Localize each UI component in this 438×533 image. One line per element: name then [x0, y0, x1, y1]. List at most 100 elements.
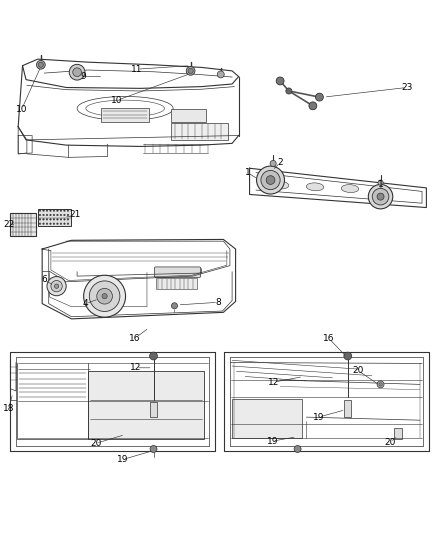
Text: 4: 4 — [83, 299, 88, 308]
Circle shape — [379, 383, 382, 386]
Circle shape — [47, 277, 66, 296]
Circle shape — [57, 223, 58, 224]
FancyBboxPatch shape — [394, 428, 402, 439]
Circle shape — [39, 214, 41, 216]
Circle shape — [49, 214, 51, 216]
Circle shape — [270, 160, 276, 166]
Circle shape — [64, 219, 65, 220]
Circle shape — [67, 219, 69, 220]
Circle shape — [54, 284, 59, 288]
Text: 16: 16 — [129, 334, 141, 343]
Circle shape — [73, 68, 81, 77]
Circle shape — [102, 294, 107, 299]
Circle shape — [171, 303, 177, 309]
Circle shape — [49, 210, 51, 212]
FancyBboxPatch shape — [344, 400, 351, 417]
Ellipse shape — [341, 184, 359, 192]
Circle shape — [84, 275, 126, 317]
Circle shape — [60, 210, 62, 212]
Circle shape — [36, 60, 45, 69]
Circle shape — [42, 210, 44, 212]
FancyBboxPatch shape — [11, 213, 35, 236]
Text: 6: 6 — [42, 275, 47, 284]
Text: 19: 19 — [313, 413, 324, 422]
Circle shape — [257, 166, 285, 194]
FancyBboxPatch shape — [38, 209, 71, 227]
Circle shape — [344, 352, 352, 360]
Circle shape — [368, 184, 393, 209]
Circle shape — [261, 171, 280, 190]
Text: 21: 21 — [69, 211, 81, 220]
Text: 9: 9 — [80, 72, 86, 81]
FancyBboxPatch shape — [101, 108, 149, 122]
Text: 20: 20 — [90, 439, 102, 448]
Circle shape — [67, 223, 69, 224]
Circle shape — [39, 223, 41, 224]
Text: 23: 23 — [401, 83, 413, 92]
Circle shape — [53, 223, 55, 224]
Circle shape — [276, 77, 284, 85]
Text: 1: 1 — [244, 168, 250, 177]
FancyBboxPatch shape — [155, 278, 197, 289]
Circle shape — [46, 219, 48, 220]
Circle shape — [57, 210, 58, 212]
Circle shape — [38, 62, 43, 67]
Circle shape — [377, 381, 384, 388]
Circle shape — [51, 280, 62, 292]
Circle shape — [64, 214, 65, 216]
Circle shape — [39, 210, 41, 212]
Text: 12: 12 — [131, 364, 142, 372]
Circle shape — [64, 210, 65, 212]
Text: 20: 20 — [352, 366, 364, 375]
Circle shape — [150, 352, 157, 360]
Ellipse shape — [306, 183, 324, 191]
Circle shape — [150, 446, 157, 453]
Text: 8: 8 — [215, 298, 221, 307]
Circle shape — [46, 210, 48, 212]
FancyBboxPatch shape — [154, 267, 201, 277]
Text: 10: 10 — [111, 96, 122, 105]
Circle shape — [286, 88, 292, 94]
Ellipse shape — [372, 186, 389, 194]
Text: 22: 22 — [3, 220, 14, 229]
Circle shape — [49, 219, 51, 220]
Circle shape — [42, 223, 44, 224]
Circle shape — [309, 102, 317, 110]
Circle shape — [46, 223, 48, 224]
Circle shape — [53, 214, 55, 216]
Text: 20: 20 — [385, 438, 396, 447]
Circle shape — [39, 219, 41, 220]
Circle shape — [377, 193, 384, 200]
FancyBboxPatch shape — [88, 372, 204, 439]
Circle shape — [266, 176, 275, 184]
Circle shape — [89, 281, 120, 311]
Circle shape — [53, 219, 55, 220]
Text: 1: 1 — [378, 180, 383, 189]
Ellipse shape — [272, 181, 289, 189]
Circle shape — [186, 67, 195, 75]
Circle shape — [60, 223, 62, 224]
Circle shape — [57, 214, 58, 216]
Circle shape — [53, 210, 55, 212]
Text: 2: 2 — [277, 158, 283, 167]
Circle shape — [69, 64, 85, 80]
Text: 18: 18 — [3, 404, 14, 413]
Circle shape — [42, 214, 44, 216]
Circle shape — [217, 71, 224, 78]
Circle shape — [60, 214, 62, 216]
FancyBboxPatch shape — [150, 402, 157, 417]
Circle shape — [315, 93, 323, 101]
Text: 12: 12 — [268, 378, 279, 387]
Circle shape — [67, 210, 69, 212]
Circle shape — [67, 214, 69, 216]
Circle shape — [60, 219, 62, 220]
Circle shape — [49, 223, 51, 224]
Circle shape — [97, 288, 113, 304]
Text: 16: 16 — [323, 334, 335, 343]
Circle shape — [372, 188, 389, 205]
FancyBboxPatch shape — [232, 399, 302, 438]
FancyBboxPatch shape — [171, 123, 228, 140]
FancyBboxPatch shape — [171, 109, 206, 122]
Circle shape — [46, 214, 48, 216]
Text: 19: 19 — [117, 455, 129, 464]
